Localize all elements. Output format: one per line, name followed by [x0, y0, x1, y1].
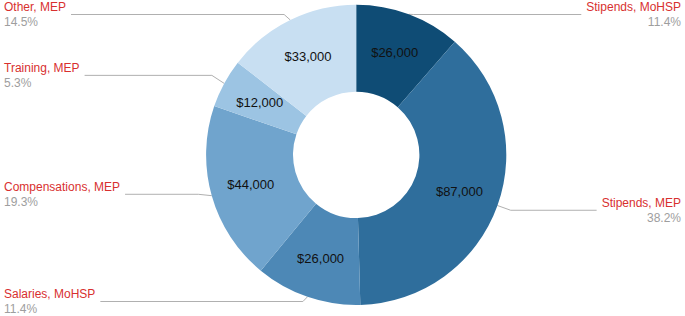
svg-text:Other, MEP: Other, MEP [4, 0, 66, 14]
svg-text:19.3%: 19.3% [4, 195, 38, 209]
svg-text:Training, MEP: Training, MEP [4, 61, 80, 75]
svg-text:$87,000: $87,000 [436, 184, 483, 199]
svg-text:$44,000: $44,000 [227, 177, 274, 192]
svg-text:11.4%: 11.4% [648, 15, 681, 29]
svg-text:Salaries, MoHSP: Salaries, MoHSP [4, 287, 95, 301]
svg-text:Stipends, MEP: Stipends, MEP [602, 196, 681, 210]
svg-text:5.3%: 5.3% [4, 76, 32, 90]
svg-text:$33,000: $33,000 [285, 49, 332, 64]
svg-text:$12,000: $12,000 [236, 95, 283, 110]
svg-text:$26,000: $26,000 [371, 45, 418, 60]
svg-text:$26,000: $26,000 [297, 251, 344, 266]
svg-text:Compensations, MEP: Compensations, MEP [4, 180, 120, 194]
svg-text:38.2%: 38.2% [647, 211, 681, 225]
svg-text:11.4%: 11.4% [4, 302, 37, 316]
svg-text:Stipends, MoHSP: Stipends, MoHSP [586, 0, 681, 14]
svg-text:14.5%: 14.5% [4, 15, 38, 29]
